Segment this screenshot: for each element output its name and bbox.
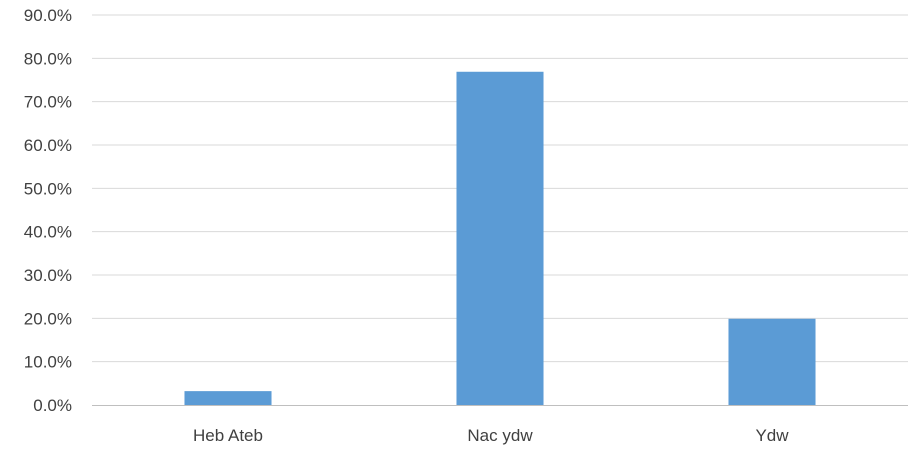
y-tick-label: 60.0% xyxy=(24,136,72,155)
y-tick-label: 70.0% xyxy=(24,93,72,112)
y-tick-label: 0.0% xyxy=(33,396,72,415)
y-tick-label: 30.0% xyxy=(24,266,72,285)
x-tick-label: Nac ydw xyxy=(467,426,533,445)
x-axis-tick-labels: Heb Ateb Nac ydw Ydw xyxy=(193,426,789,445)
bar-nac-ydw xyxy=(456,71,544,406)
y-tick-label: 50.0% xyxy=(24,179,72,198)
y-tick-label: 40.0% xyxy=(24,223,72,242)
y-axis-tick-labels: 0.0% 10.0% 20.0% 30.0% 40.0% 50.0% 60.0% 70.0% 8… xyxy=(24,6,72,415)
bars xyxy=(184,71,816,406)
y-tick-label: 80.0% xyxy=(24,49,72,68)
y-tick-label: 90.0% xyxy=(24,6,72,25)
x-tick-label: Heb Ateb xyxy=(193,426,263,445)
y-tick-label: 10.0% xyxy=(24,353,72,372)
y-tick-label: 20.0% xyxy=(24,309,72,328)
bar-heb-ateb xyxy=(184,391,272,405)
bar-ydw xyxy=(728,318,816,405)
x-tick-label: Ydw xyxy=(755,426,789,445)
